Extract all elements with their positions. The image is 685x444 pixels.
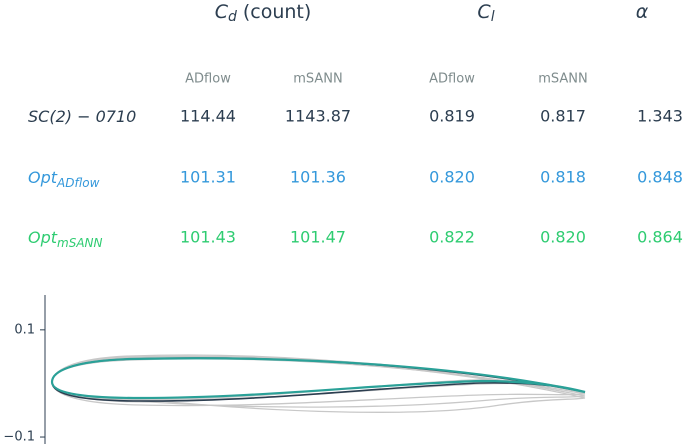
- name: Opt: [28, 228, 58, 247]
- header-alpha: α: [636, 1, 649, 23]
- cell: 0.864: [637, 228, 683, 247]
- cell: 114.44: [180, 107, 236, 126]
- cell: 0.820: [429, 168, 475, 187]
- table: ADflow mSANN ADflow mSANN SC(2) − 0710 114.44…: [28, 72, 683, 250]
- airfoil-plot: [44, 295, 586, 444]
- cell: 1143.87: [285, 107, 351, 126]
- cell: 101.31: [180, 168, 236, 187]
- cell: 1.343: [637, 107, 683, 126]
- symbol: C: [215, 1, 229, 23]
- subscript: l: [491, 9, 495, 25]
- header-cd: Cd (count): [215, 1, 312, 26]
- subheader: mSANN: [538, 72, 588, 87]
- row-name: OptmSANN: [28, 228, 103, 250]
- cell: 0.817: [540, 107, 586, 126]
- cell: 101.47: [290, 228, 346, 247]
- subheader: ADflow: [185, 72, 231, 87]
- subheader: ADflow: [429, 72, 475, 87]
- subscript: d: [228, 9, 237, 25]
- subscript: mSANN: [57, 236, 102, 250]
- cell: 0.820: [540, 228, 586, 247]
- cell: 101.43: [180, 228, 236, 247]
- cell: 0.819: [429, 107, 475, 126]
- name: Opt: [28, 168, 58, 187]
- symbol: C: [477, 1, 491, 23]
- subscript: ADflow: [56, 176, 100, 190]
- y-tick-label: −0.1: [3, 430, 35, 444]
- airfoil-optimized: [50, 357, 586, 400]
- row-name: SC(2) − 0710: [28, 107, 136, 126]
- unit: (count): [243, 1, 311, 23]
- header-cl: Cl: [477, 1, 494, 26]
- cell: 0.818: [540, 168, 586, 187]
- cell: 0.848: [637, 168, 683, 187]
- name: SC(2) − 0710: [28, 107, 136, 126]
- cell: 0.822: [429, 228, 475, 247]
- cell: 101.36: [290, 168, 346, 187]
- subheader: mSANN: [293, 72, 343, 87]
- y-tick-label: 0.1: [14, 322, 35, 337]
- row-name: OptADflow: [28, 168, 100, 190]
